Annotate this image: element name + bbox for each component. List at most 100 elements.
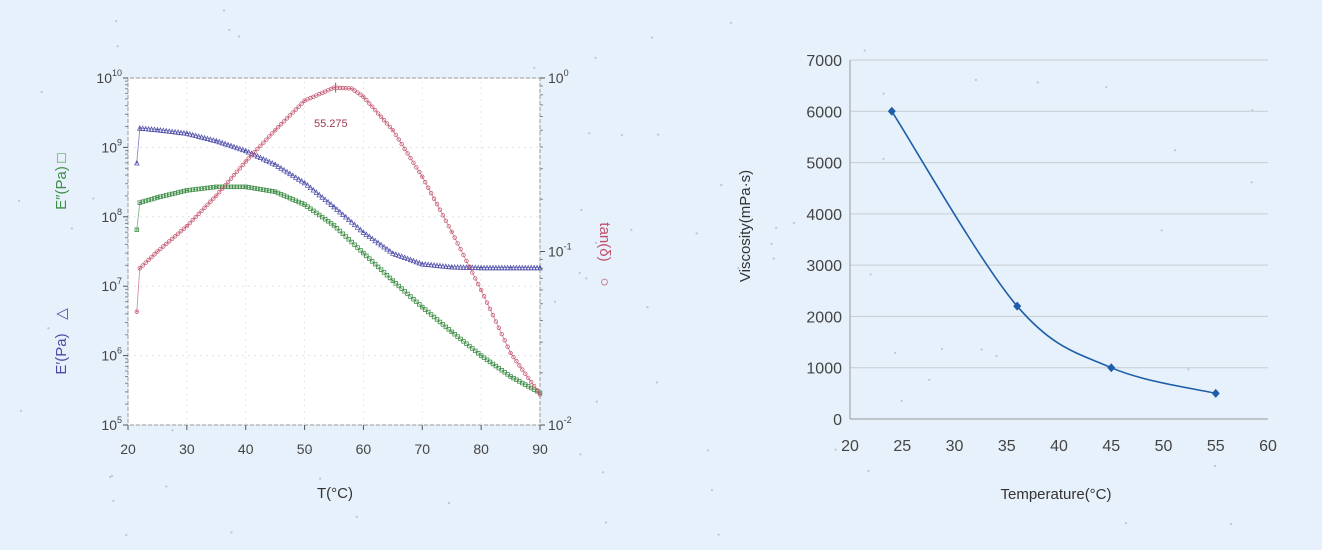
storage_modulus-point xyxy=(437,262,443,269)
tan_delta-data-point xyxy=(274,129,276,132)
tan_delta-point xyxy=(211,196,216,201)
storage_modulus-point xyxy=(360,229,367,235)
storage_modulus-point xyxy=(207,136,214,142)
tan_delta-data-point xyxy=(156,250,159,253)
loss_modulus-point xyxy=(217,184,222,190)
loss_modulus-point xyxy=(343,234,348,239)
background-dot xyxy=(553,300,557,303)
background-dot xyxy=(655,381,659,384)
storage_modulus-data-point xyxy=(136,161,138,164)
storage_modulus-point xyxy=(478,264,484,271)
storage_modulus-point xyxy=(269,159,275,166)
loss_modulus-point xyxy=(299,201,304,206)
background-dot xyxy=(995,354,998,358)
storage_modulus-point xyxy=(369,235,376,242)
storage_modulus-point xyxy=(504,264,511,271)
tan_delta-point xyxy=(529,379,534,385)
loss_modulus-point xyxy=(187,187,192,193)
storage_modulus-point xyxy=(266,158,273,165)
loss_modulus-point xyxy=(181,188,187,194)
storage_modulus-point xyxy=(166,128,172,134)
tan-delta-axis-label: tan(δ) xyxy=(596,222,613,261)
storage_modulus-point xyxy=(422,261,428,267)
viscosity-x-tick-label: 60 xyxy=(1259,438,1277,455)
tan_delta-point xyxy=(426,185,431,190)
tan_delta-data-point xyxy=(392,129,394,132)
tan_delta-point xyxy=(502,338,507,343)
loss_modulus-point xyxy=(275,190,281,196)
loss_modulus-point xyxy=(381,270,387,275)
storage_modulus-point xyxy=(345,216,352,222)
storage_modulus-point xyxy=(263,157,270,163)
viscosity-y-tick-label: 2000 xyxy=(806,309,842,326)
storage_modulus-point xyxy=(275,163,281,169)
storage_modulus-point xyxy=(295,176,302,182)
storage_modulus-point xyxy=(316,191,323,198)
loss_modulus-point xyxy=(296,199,301,205)
storage_modulus-point xyxy=(366,233,373,239)
viscosity-x-axis-label: Temperature(°C) xyxy=(1000,486,1111,503)
storage_modulus-point xyxy=(401,254,408,260)
loss_modulus-point xyxy=(428,312,434,317)
tan_delta-point xyxy=(361,94,366,99)
tan_delta-point xyxy=(505,344,510,349)
loss_modulus-point xyxy=(252,186,257,191)
tan_delta-point xyxy=(531,384,537,389)
storage_modulus-point xyxy=(254,153,261,159)
loss_modulus-point xyxy=(334,226,340,231)
background-dot xyxy=(792,221,796,224)
storage_modulus-point xyxy=(189,131,196,138)
storage_modulus-point xyxy=(195,133,202,139)
loss_modulus-point xyxy=(387,275,393,281)
tan_delta-data-point xyxy=(421,175,424,178)
tan_delta-point xyxy=(193,214,198,220)
tan_delta-point xyxy=(293,107,298,112)
background-dot xyxy=(125,533,128,537)
tan_delta-point xyxy=(155,249,160,254)
background-dot xyxy=(230,531,233,534)
storage_modulus-point xyxy=(225,141,231,148)
storage_modulus-point xyxy=(278,165,284,171)
storage_modulus-point xyxy=(348,218,355,225)
tan_delta-point xyxy=(446,224,451,229)
viscosity-x-tick-label: 50 xyxy=(1155,438,1173,455)
tan_delta-point xyxy=(205,202,210,207)
loss_modulus-point xyxy=(284,194,290,200)
background-dot xyxy=(1174,149,1177,152)
storage_modulus-data-point xyxy=(421,263,424,265)
dma-y-left-tick-label: 109 xyxy=(101,137,122,155)
loss_modulus-point xyxy=(249,185,254,191)
tan_delta-point xyxy=(381,118,387,123)
tan_delta-point xyxy=(267,134,272,139)
viscosity-chart: 20 25 30 35 40 45 50 55 60 0 1000 2000 3000 4000 5000… xyxy=(737,53,1277,503)
storage_modulus-point xyxy=(466,264,473,270)
loss_modulus-point xyxy=(166,192,172,197)
storage_modulus-point xyxy=(410,257,417,264)
tan_delta-data-point xyxy=(362,95,365,98)
viscosity-y-tick-label: 5000 xyxy=(806,156,842,173)
loss_modulus-point xyxy=(258,187,263,192)
loss_modulus-point xyxy=(255,186,260,191)
background-dot xyxy=(533,66,536,69)
storage_modulus-point xyxy=(157,127,164,133)
loss_modulus-point xyxy=(378,267,384,272)
storage_modulus-point xyxy=(534,264,540,271)
tan_delta-point xyxy=(199,208,204,214)
tan_delta-point xyxy=(417,169,422,175)
loss_modulus-point xyxy=(346,237,351,242)
dma-series xyxy=(134,82,543,397)
tan_delta-point xyxy=(478,287,484,293)
loss_modulus-point xyxy=(146,197,151,203)
dma-y-left-tick-label: 108 xyxy=(101,207,122,225)
loss_modulus-point xyxy=(355,245,360,250)
storage_modulus-point xyxy=(307,184,314,191)
storage_modulus-data-point xyxy=(333,205,335,208)
storage_modulus-data-point xyxy=(156,128,159,131)
loss_modulus-data-point xyxy=(392,279,394,282)
viscosity-point xyxy=(1211,388,1220,398)
background-dot xyxy=(894,351,897,354)
loss_modulus-point xyxy=(246,185,251,190)
loss_modulus-point xyxy=(440,322,446,327)
dma-x-tick-label: 70 xyxy=(414,441,430,457)
tan_delta-data-point xyxy=(244,160,247,163)
